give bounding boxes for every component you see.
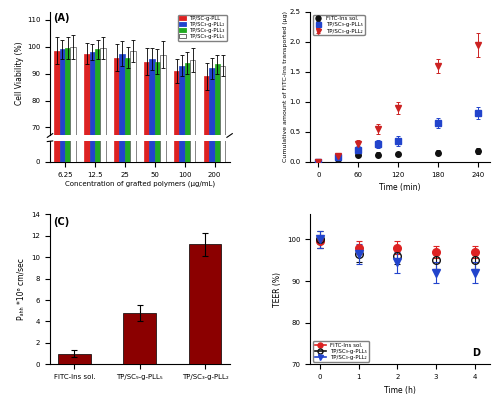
Bar bbox=[58, 354, 91, 364]
Bar bbox=[84, 53, 89, 316]
Bar bbox=[174, 0, 180, 162]
Bar bbox=[144, 0, 150, 162]
Bar bbox=[54, 0, 60, 162]
Bar bbox=[114, 0, 119, 162]
Bar bbox=[130, 0, 136, 162]
X-axis label: Concentration of grafted polymers (μg/mL): Concentration of grafted polymers (μg/mL… bbox=[64, 180, 215, 187]
Bar bbox=[214, 64, 220, 316]
Bar bbox=[70, 0, 76, 162]
Bar bbox=[90, 0, 95, 162]
Bar bbox=[60, 50, 65, 316]
Bar bbox=[204, 76, 209, 316]
X-axis label: Time (min): Time (min) bbox=[380, 183, 421, 192]
Bar bbox=[120, 0, 125, 162]
Bar bbox=[70, 47, 76, 316]
Y-axis label: Pₐₕₕ *10⁶ cm/sec: Pₐₕₕ *10⁶ cm/sec bbox=[16, 259, 26, 320]
Legend: FITC-Ins sol., TP/SC₉-g-PLL₅, TP/SC₃-g-PLL₂: FITC-Ins sol., TP/SC₉-g-PLL₅, TP/SC₃-g-P… bbox=[313, 15, 364, 35]
Bar bbox=[220, 66, 226, 316]
Text: (A): (A) bbox=[54, 13, 70, 23]
Legend: TP/SC-g-PLL, TP/SC₃-g-PLL₂, TP/SC₆-g-PLL₃, TP/SC₉-g-PLL₅: TP/SC-g-PLL, TP/SC₃-g-PLL₂, TP/SC₆-g-PLL… bbox=[178, 15, 227, 41]
Bar bbox=[65, 0, 70, 162]
Bar bbox=[65, 48, 70, 316]
Bar bbox=[189, 244, 222, 364]
Y-axis label: TEER (%): TEER (%) bbox=[272, 272, 281, 307]
Bar bbox=[130, 51, 136, 316]
Bar bbox=[204, 0, 209, 162]
Bar bbox=[209, 68, 214, 316]
Bar bbox=[184, 0, 190, 162]
Bar bbox=[184, 63, 190, 316]
Bar bbox=[100, 48, 105, 316]
Bar bbox=[60, 0, 65, 162]
Bar bbox=[155, 0, 160, 162]
Legend: FITC-Ins sol., TP/SC₉-g-PLL₅, TP/SC₃-g-PLL₂: FITC-Ins sol., TP/SC₉-g-PLL₅, TP/SC₃-g-P… bbox=[313, 341, 369, 362]
Bar bbox=[214, 0, 220, 162]
Bar bbox=[174, 71, 180, 316]
Bar bbox=[100, 0, 105, 162]
Bar bbox=[54, 51, 60, 316]
Text: (C): (C) bbox=[54, 217, 70, 227]
Bar bbox=[150, 59, 155, 316]
Text: D: D bbox=[472, 348, 480, 358]
Text: (B): (B) bbox=[314, 15, 330, 25]
Bar bbox=[209, 0, 214, 162]
Bar bbox=[180, 66, 184, 316]
Bar bbox=[125, 57, 130, 316]
Bar bbox=[124, 314, 156, 364]
Bar bbox=[180, 0, 184, 162]
Bar bbox=[125, 0, 130, 162]
Bar bbox=[120, 53, 125, 316]
Bar bbox=[95, 50, 100, 316]
Bar bbox=[150, 0, 155, 162]
Bar bbox=[95, 0, 100, 162]
Y-axis label: Cumulative amount of FITC-Ins transported (μg): Cumulative amount of FITC-Ins transporte… bbox=[283, 11, 288, 162]
Bar bbox=[114, 57, 119, 316]
Bar bbox=[190, 0, 196, 162]
Bar bbox=[160, 0, 166, 162]
Bar bbox=[220, 0, 226, 162]
Bar bbox=[144, 62, 150, 316]
Bar bbox=[90, 52, 95, 316]
Bar bbox=[190, 60, 196, 316]
Bar bbox=[84, 0, 89, 162]
Y-axis label: Cell Viability (%): Cell Viability (%) bbox=[15, 42, 24, 105]
Bar bbox=[155, 62, 160, 316]
X-axis label: Time (h): Time (h) bbox=[384, 386, 416, 394]
Bar bbox=[160, 55, 166, 316]
